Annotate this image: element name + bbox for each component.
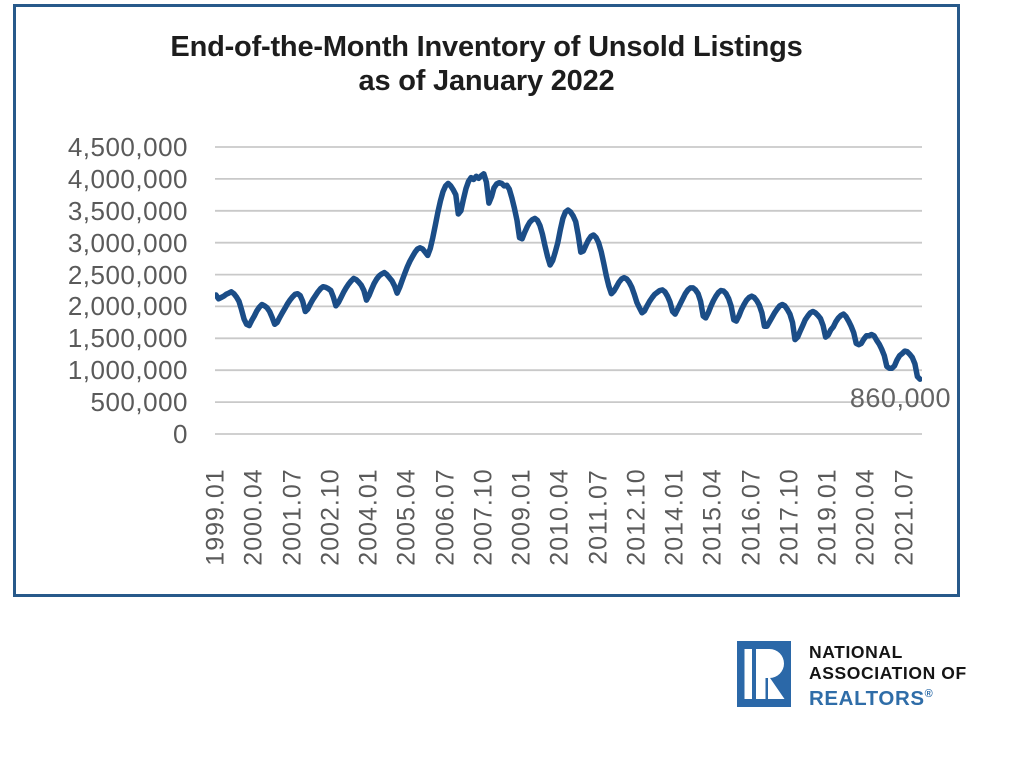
x-tick-label: 2006.07 bbox=[431, 468, 460, 566]
x-tick-label: 2002.10 bbox=[316, 468, 345, 566]
y-tick-label: 1,500,000 bbox=[67, 323, 188, 354]
x-tick-label: 1999.01 bbox=[201, 468, 230, 566]
x-tick-label: 2001.07 bbox=[278, 468, 306, 566]
nar-logo: NATIONAL ASSOCIATION OF REALTORS® bbox=[737, 641, 967, 710]
chart-title-line2: as of January 2022 bbox=[358, 65, 615, 97]
x-tick-label: 2004.01 bbox=[354, 468, 383, 566]
y-tick-label: 4,500,000 bbox=[67, 132, 188, 162]
x-tick-label: 2010.04 bbox=[545, 468, 574, 566]
last-value-annotation: 860,000 bbox=[849, 383, 951, 413]
y-tick-label: 3,500,000 bbox=[67, 195, 188, 226]
nar-logo-line2: ASSOCIATION OF bbox=[809, 662, 967, 683]
x-tick-label: 2000.04 bbox=[239, 468, 268, 566]
x-tick-label: 2007.10 bbox=[469, 468, 498, 566]
inventory-line-chart bbox=[215, 146, 922, 435]
nar-logo-line1: NATIONAL bbox=[809, 642, 903, 662]
chart-title: End-of-the-Month Inventory of Unsold Lis… bbox=[13, 30, 960, 98]
x-tick-label: 2015.04 bbox=[698, 468, 727, 566]
y-tick-label: 1,000,000 bbox=[67, 355, 188, 386]
x-tick-label: 2011.07 bbox=[584, 469, 613, 565]
nar-logo-line3: REALTORS® bbox=[809, 686, 934, 710]
y-tick-label: 4,000,000 bbox=[67, 163, 188, 194]
chart-title-line1: End-of-the-Month Inventory of Unsold Lis… bbox=[170, 31, 803, 63]
x-tick-label: 2017.10 bbox=[775, 468, 804, 566]
x-tick-label: 2014.01 bbox=[660, 468, 689, 566]
nar-logo-text: NATIONAL ASSOCIATION OF REALTORS® bbox=[809, 641, 967, 710]
x-tick-label: 2021.07 bbox=[890, 468, 919, 566]
registered-mark: ® bbox=[924, 688, 934, 700]
inventory-series-line bbox=[215, 171, 922, 382]
x-tick-label: 2005.04 bbox=[392, 468, 421, 566]
chart-panel bbox=[13, 4, 960, 597]
y-tick-label: 3,000,000 bbox=[67, 227, 188, 258]
y-tick-label: 2,000,000 bbox=[67, 291, 188, 322]
x-tick-label: 2020.04 bbox=[851, 468, 880, 566]
x-tick-label: 2019.01 bbox=[813, 468, 842, 566]
realtor-block-r-icon bbox=[737, 641, 791, 707]
y-tick-label: 500,000 bbox=[90, 387, 188, 418]
x-tick-label: 2009.01 bbox=[507, 468, 536, 566]
x-tick-label: 2012.10 bbox=[622, 468, 651, 566]
x-tick-label: 2016.07 bbox=[737, 468, 766, 566]
y-tick-label: 0 bbox=[173, 419, 188, 449]
y-tick-label: 2,500,000 bbox=[67, 259, 188, 290]
